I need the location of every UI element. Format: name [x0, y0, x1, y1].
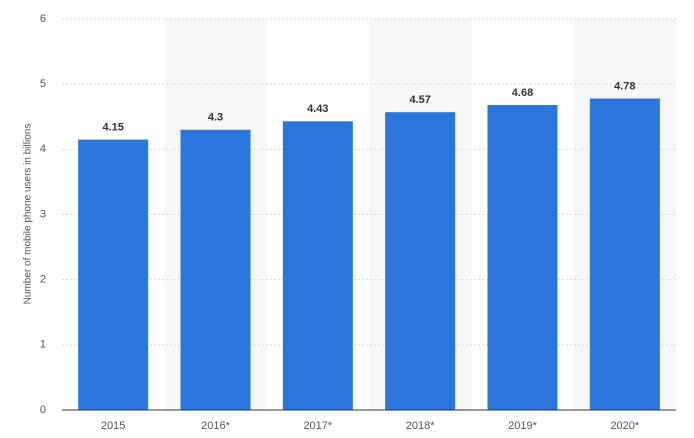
value-label: 4.68 — [512, 87, 533, 99]
y-tick-label: 0 — [40, 404, 46, 416]
value-label: 4.43 — [307, 103, 328, 115]
y-tick-label: 2 — [40, 274, 46, 286]
y-tick-label: 1 — [40, 339, 46, 351]
bar — [589, 98, 660, 411]
bar — [78, 139, 149, 410]
y-axis-label: Number of mobile phone users in billions — [23, 124, 34, 305]
value-label: 4.78 — [614, 80, 635, 92]
x-tick-label: 2019* — [508, 420, 537, 432]
value-label: 4.15 — [102, 121, 123, 133]
x-tick-label: 2020* — [610, 420, 639, 432]
y-tick-label: 5 — [40, 78, 46, 90]
bar — [487, 105, 558, 411]
bar — [385, 112, 456, 411]
x-tick-label: 2018* — [406, 420, 435, 432]
y-tick-label: 3 — [40, 208, 46, 220]
x-tick-label: 2017* — [303, 420, 332, 432]
bar — [180, 129, 251, 411]
x-tick-label: 2015 — [101, 420, 125, 432]
y-tick-label: 6 — [40, 13, 46, 25]
value-label: 4.3 — [208, 112, 223, 124]
y-tick-label: 4 — [40, 143, 46, 155]
bar — [282, 121, 353, 410]
x-tick-label: 2016* — [201, 420, 230, 432]
value-label: 4.57 — [409, 94, 430, 106]
